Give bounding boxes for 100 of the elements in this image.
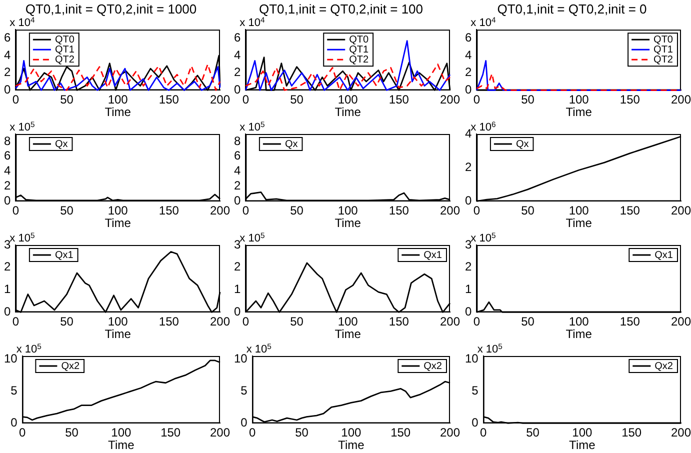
x-tick-label: 200 [670,92,691,107]
legend-label: QT0 [349,34,369,46]
x-axis-title: Time [566,327,592,342]
y-tick-label: 2 [4,260,11,274]
x-axis-title: Time [566,105,592,120]
x-tick-label: 50 [60,92,74,107]
x-tick-label: 150 [388,204,410,218]
y-tick-label: 4 [234,48,241,62]
y-tick-label: 4 [4,48,11,62]
y-tick-label: 0 [4,82,11,97]
x-tick-label: 50 [290,204,304,218]
y-tick-label: 0 [472,416,479,430]
x-tick-label: 50 [526,426,540,440]
legend-label: QT2 [654,54,674,66]
x-tick-label: 200 [210,426,230,440]
legend-label: QT0 [654,34,674,46]
y-tick-label: 6 [234,30,241,45]
y-tick-label: 6 [464,30,472,45]
y-tick-label: 8 [4,134,11,148]
y-tick-label: 3 [234,237,241,252]
x-tick-label: 100 [568,92,590,107]
x-tick-label: 100 [338,204,358,218]
x-axis-title: Time [569,438,596,452]
y-tick-label: 6 [4,30,11,45]
x-axis-title: Time [334,327,362,342]
x-tick-label: 150 [158,92,180,107]
legend-label: QT1 [654,44,674,56]
x-tick-label: 200 [440,314,460,329]
x-tick-label: 100 [572,426,592,440]
x-axis-title: Time [104,105,132,120]
legend-label: Qx2 [61,360,80,372]
chart-title: QT0,1,init = QT0,2,init = 100 [258,1,424,16]
y-tick-label: 2 [4,65,11,80]
x-tick-label: 50 [521,92,535,107]
x-tick-label: 200 [210,92,230,107]
x-tick-label: 150 [158,314,180,329]
y-tick-label: 1 [234,282,241,296]
x-tick-label: 100 [108,314,128,329]
y-tick-label: 0 [10,416,18,430]
y-tick-label: 0 [4,194,11,208]
x-tick-label: 150 [388,314,410,329]
x-tick-label: 50 [521,204,535,218]
y-tick-label: 1 [464,282,472,296]
x-tick-label: 100 [108,204,128,218]
y-tick-label: 3 [4,237,11,252]
x-tick-label: 200 [210,204,230,218]
x-tick-label: 100 [338,92,358,107]
x-axis-title: Time [104,216,132,230]
x-tick-label: 200 [440,92,460,107]
x-tick-label: 200 [670,426,691,440]
x-tick-label: 100 [338,314,358,329]
y-tick-label: 5 [472,384,479,398]
y-tick-label: 10 [4,352,18,366]
y-tick-label: 2 [464,260,472,274]
legend-label: Qx1 [424,250,442,261]
x-tick-label: 150 [620,92,640,107]
x-tick-label: 100 [341,426,362,440]
y-tick-label: 10 [234,352,248,366]
y-tick-label: 0 [234,304,241,319]
y-tick-label: 10 [464,352,479,366]
y-tick-label: 2 [234,65,241,80]
x-tick-label: 150 [620,204,640,218]
x-tick-label: 50 [60,314,74,329]
legend-label: Qx [284,138,298,150]
chart-title: QT0,1,init = QT0,2,init = 0 [497,1,647,16]
legend-label: QT2 [349,54,369,66]
x-tick-label: 100 [568,204,590,218]
y-tick-label: 0 [234,82,241,97]
chart-title: QT0,1,init = QT0,2,init = 1000 [25,1,197,16]
legend-label: Qx [516,138,529,150]
y-tick-label: 4 [4,164,11,178]
legend-label: QT1 [54,44,75,56]
legend-label: Qx1 [54,250,74,261]
x-tick-label: 50 [65,426,79,440]
x-tick-label: 50 [290,92,304,107]
y-tick-label: 4 [234,164,241,178]
x-tick-label: 100 [111,426,132,440]
y-tick-label: 0 [234,194,241,208]
y-tick-label: 3 [464,237,472,252]
x-axis-title: Time [566,216,592,230]
y-tick-label: 5 [10,384,18,398]
y-tick-label: 0 [464,304,472,319]
x-tick-label: 200 [670,204,691,218]
x-tick-label: 50 [295,426,309,440]
x-tick-label: 200 [440,426,460,440]
x-tick-label: 50 [521,314,535,329]
y-tick-label: 0 [240,416,248,430]
x-tick-label: 200 [670,314,691,329]
x-axis-title: Time [338,438,365,452]
y-tick-label: 2 [464,160,472,174]
x-axis-title: Time [334,105,362,120]
y-tick-label: 0 [464,82,472,97]
y-tick-label: 6 [4,148,11,163]
y-tick-label: 4 [464,48,472,62]
legend-label: Qx [54,138,68,150]
legend-label: Qx1 [654,250,674,261]
x-tick-label: 100 [568,314,590,329]
legend-label: QT2 [54,54,75,66]
x-axis-title: Time [334,216,362,230]
legend-label: QT0 [54,34,75,46]
